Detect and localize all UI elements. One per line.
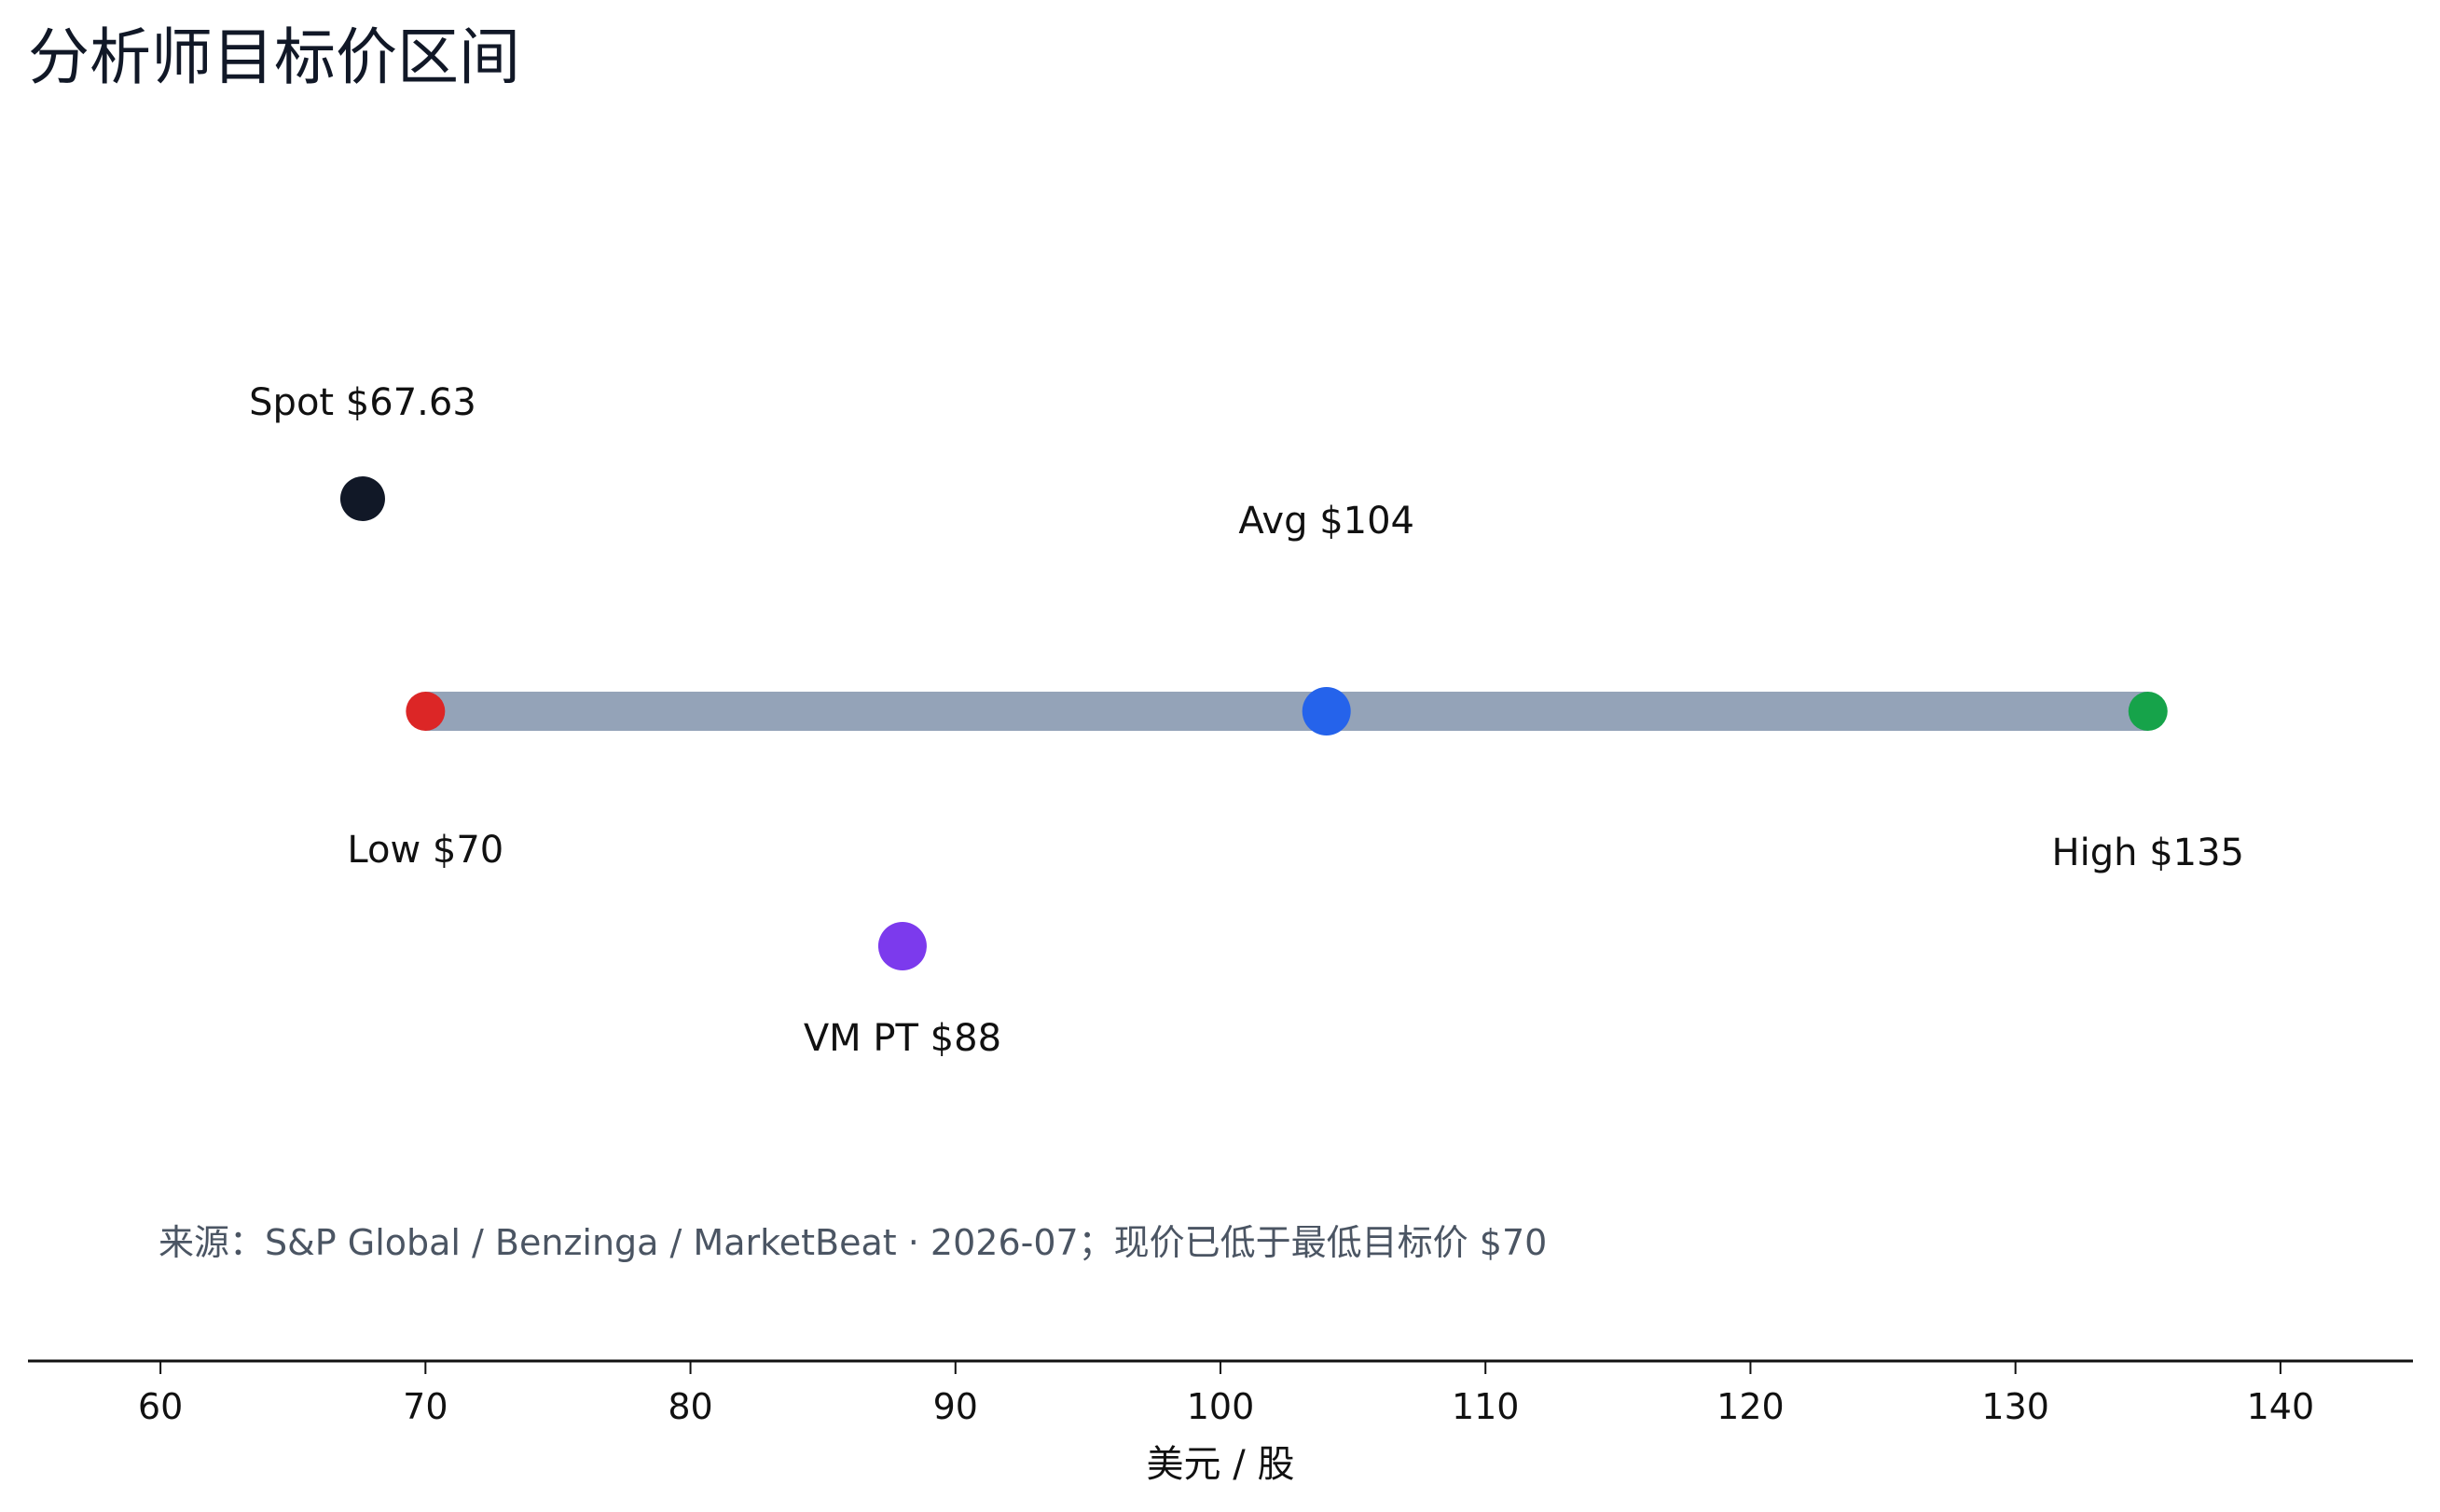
point-label-vm-pt: VM PT $88	[804, 1017, 1001, 1060]
source-annotation: 来源：S&P Global / Benzinga / MarketBeat · …	[159, 1222, 1547, 1263]
point-vm-pt	[877, 922, 927, 970]
point-spot	[339, 476, 385, 521]
x-tick-label: 70	[403, 1386, 448, 1427]
x-tick-label: 140	[2247, 1386, 2315, 1427]
x-tick-label: 110	[1452, 1386, 1520, 1427]
x-tick-label: 120	[1716, 1386, 1785, 1427]
point-low	[406, 692, 446, 731]
point-high	[2128, 692, 2168, 731]
point-label-high: High $135	[2052, 832, 2244, 874]
point-label-avg: Avg $104	[1238, 500, 1414, 543]
chart-title: 分析师目标价区间	[28, 21, 520, 93]
x-tick-label: 100	[1187, 1386, 1255, 1427]
x-axis-ticks: 60 70 80 90 100 110 120 130 140	[138, 1361, 2314, 1427]
plot-area: Spot $67.63 Low $70 Avg $104 High $135 VM PT…	[249, 381, 2244, 1060]
x-axis-label: 美元 / 股	[1147, 1443, 1295, 1486]
x-tick-label: 90	[933, 1386, 978, 1427]
x-tick-label: 130	[1981, 1386, 2049, 1427]
x-tick-label: 60	[138, 1386, 183, 1427]
x-tick-label: 80	[668, 1386, 712, 1427]
point-avg	[1302, 687, 1351, 735]
point-label-spot: Spot $67.63	[249, 381, 476, 424]
point-label-low: Low $70	[347, 829, 503, 872]
